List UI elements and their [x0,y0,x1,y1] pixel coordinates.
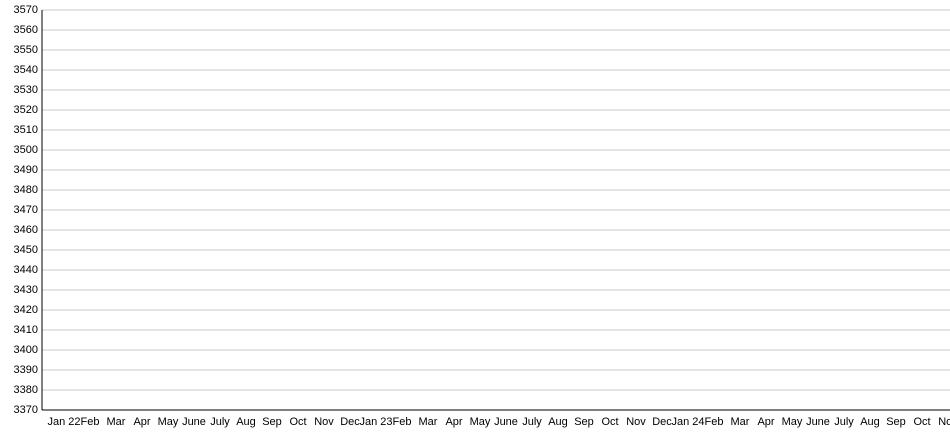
x-tick-label: Aug [236,416,256,428]
y-tick-label: 3500 [14,144,38,156]
y-tick-label: 3390 [14,364,38,376]
x-tick-label: Oct [601,416,618,428]
y-tick-label: 3530 [14,84,38,96]
x-tick-label: Nov [626,416,646,428]
x-tick-label: Apr [445,416,462,428]
x-tick-label: Mar [107,416,126,428]
y-tick-label: 3490 [14,164,38,176]
x-tick-label: Sep [574,416,594,428]
y-tick-label: 3550 [14,44,38,56]
x-tick-label: July [834,416,854,428]
x-tick-label: Mar [419,416,438,428]
x-tick-label: Oct [913,416,930,428]
y-tick-label: 3480 [14,184,38,196]
x-tick-label: May [470,416,491,428]
x-tick-label: Nov [938,416,950,428]
x-tick-label: Apr [757,416,774,428]
y-tick-label: 3460 [14,224,38,236]
x-tick-label: Jan 24 [671,416,704,428]
x-tick-label: July [210,416,230,428]
x-tick-label: Nov [314,416,334,428]
y-tick-label: 3370 [14,404,38,416]
x-tick-label: Jan 22 [47,416,80,428]
y-tick-label: 3400 [14,344,38,356]
x-tick-label: Dec [652,416,672,428]
y-tick-label: 3510 [14,124,38,136]
x-tick-label: July [522,416,542,428]
x-tick-label: Feb [705,416,724,428]
x-tick-label: Apr [133,416,150,428]
x-tick-label: Sep [262,416,282,428]
y-tick-label: 3560 [14,24,38,36]
x-tick-label: Feb [393,416,412,428]
x-tick-label: Aug [860,416,880,428]
y-tick-label: 3520 [14,104,38,116]
x-tick-label: Sep [886,416,906,428]
y-tick-label: 3410 [14,324,38,336]
y-tick-label: 3450 [14,244,38,256]
x-tick-label: Mar [731,416,750,428]
x-tick-label: Aug [548,416,568,428]
y-tick-label: 3440 [14,264,38,276]
y-tick-label: 3420 [14,304,38,316]
y-tick-label: 3570 [14,4,38,16]
y-tick-label: 3380 [14,384,38,396]
x-tick-label: May [782,416,803,428]
x-tick-label: June [182,416,206,428]
x-tick-label: Jan 23 [359,416,392,428]
x-tick-label: June [806,416,830,428]
y-tick-label: 3540 [14,64,38,76]
y-tick-label: 3430 [14,284,38,296]
y-tick-label: 3470 [14,204,38,216]
x-tick-label: Oct [289,416,306,428]
x-tick-label: May [158,416,179,428]
x-tick-label: Dec [340,416,360,428]
x-tick-label: June [494,416,518,428]
x-tick-label: Feb [81,416,100,428]
